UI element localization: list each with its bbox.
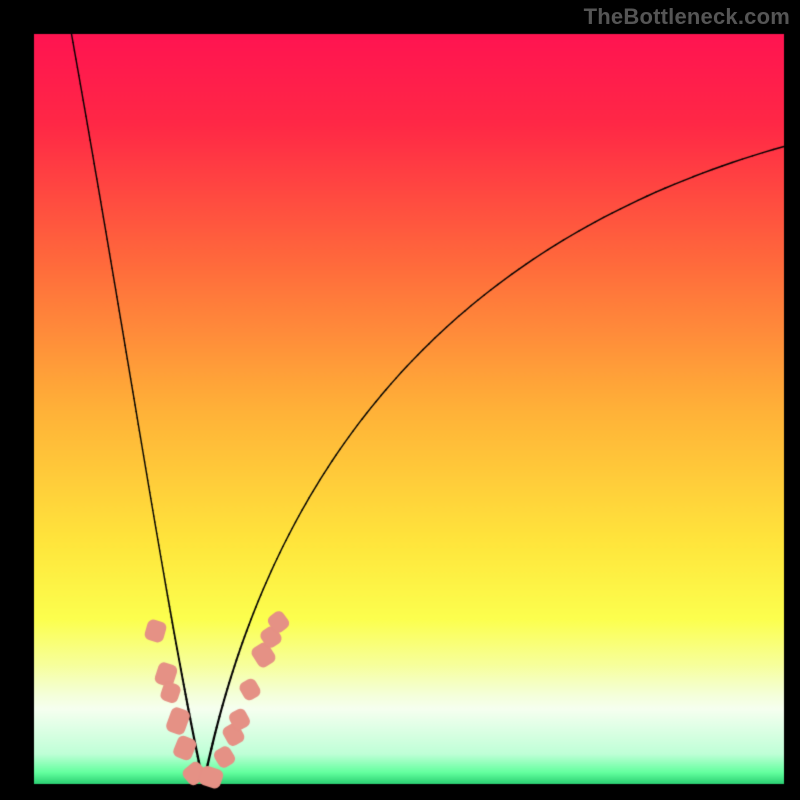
- bottleneck-chart: [0, 0, 800, 800]
- watermark-text: TheBottleneck.com: [584, 4, 790, 30]
